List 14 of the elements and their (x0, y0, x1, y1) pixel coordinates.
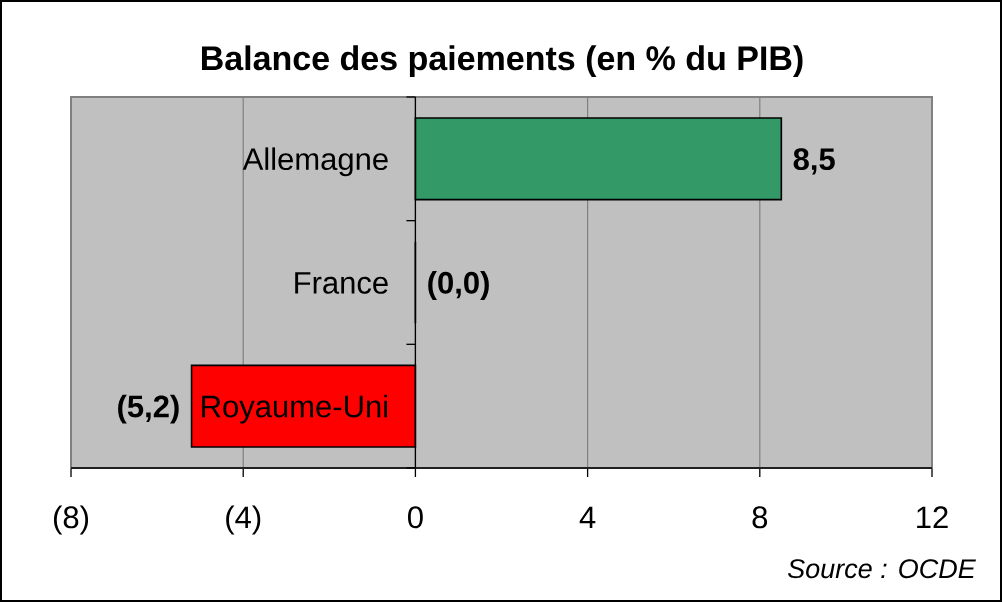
x-tick-label: (8) (53, 505, 89, 535)
x-tick-label: 0 (408, 506, 423, 529)
data-label: (0,0) (428, 271, 489, 300)
chart-title: Balance des paiements (en % du PIB) (201, 45, 803, 78)
x-tick-label: 8 (752, 506, 768, 529)
data-label: 8,5 (793, 148, 835, 175)
data-label: (5,2) (118, 394, 179, 424)
y-tick-label: Allemagne (242, 147, 388, 177)
source-note: Source : OCDE (787, 559, 976, 579)
y-tick-label: Royaume-Uni (202, 394, 388, 424)
y-tick-label: France (295, 272, 388, 294)
x-tick-label: 4 (579, 506, 596, 528)
x-tick-label: (4) (226, 505, 261, 535)
x-tick-label: 12 (917, 506, 948, 528)
